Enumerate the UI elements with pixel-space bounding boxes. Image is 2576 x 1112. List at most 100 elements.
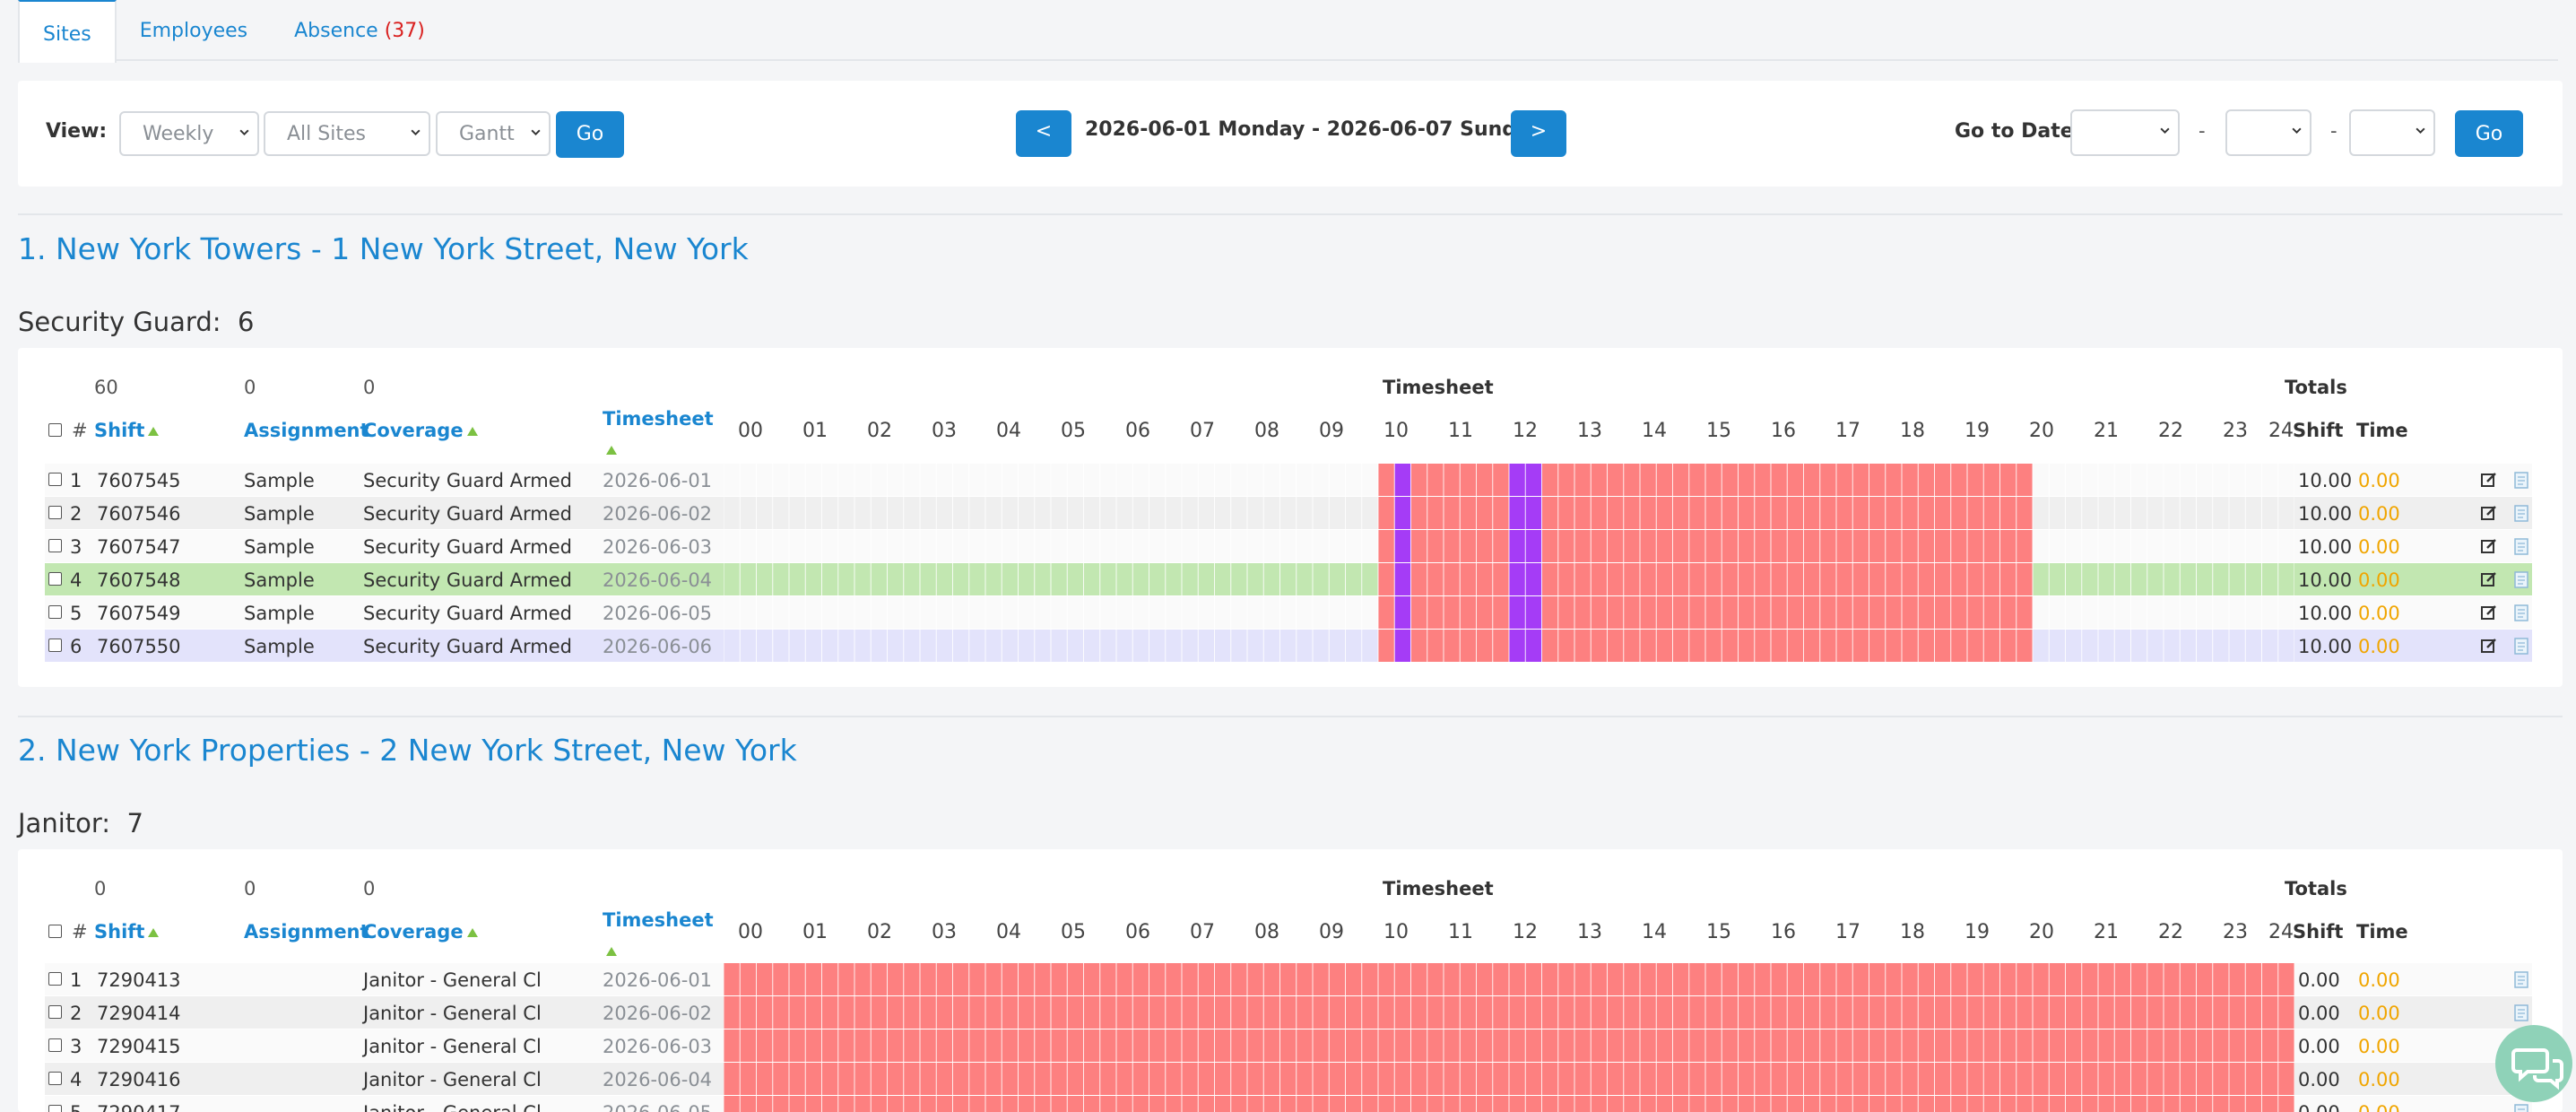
row-checkbox[interactable] — [48, 639, 62, 652]
total-time-value: 0.00 — [2358, 536, 2400, 558]
row-checkbox[interactable] — [48, 1072, 62, 1085]
arrow-up-icon[interactable] — [148, 427, 160, 436]
goto-go-button[interactable]: Go — [2455, 110, 2523, 157]
note-icon[interactable] — [2512, 570, 2530, 588]
select-all-checkbox[interactable] — [48, 925, 62, 938]
break-segment[interactable] — [1394, 530, 1411, 562]
shift-id[interactable]: 7290417 — [97, 1102, 181, 1112]
row-checkbox[interactable] — [48, 972, 62, 986]
total-time-header: Time — [2356, 420, 2408, 441]
table-row[interactable]: 6 7607550 Sample Security Guard Armed 2026-0… — [45, 630, 2532, 662]
shift-id[interactable]: 7607545 — [97, 470, 181, 491]
table-row[interactable]: 3 7607547 Sample Security Guard Armed 2026-0… — [45, 530, 2532, 562]
shift-id[interactable]: 7607549 — [97, 603, 181, 624]
chat-button[interactable] — [2495, 1025, 2572, 1102]
row-checkbox[interactable] — [48, 473, 62, 486]
prev-week-button[interactable]: < — [1016, 110, 1071, 157]
shift-sort-header[interactable]: Shift — [94, 921, 160, 943]
row-checkbox[interactable] — [48, 605, 62, 619]
table-row[interactable]: 4 7290416 Janitor - General Cl 2026-06-04 0.… — [45, 1063, 2532, 1095]
coverage-sort-header[interactable]: Coverage — [363, 420, 478, 441]
edit-icon[interactable] — [2480, 471, 2498, 489]
shift-id[interactable]: 7607547 — [97, 536, 181, 558]
table-row[interactable]: 2 7607546 Sample Security Guard Armed 2026-0… — [45, 497, 2532, 529]
shift-id[interactable]: 7290416 — [97, 1069, 181, 1090]
total-time-value: 0.00 — [2358, 503, 2400, 525]
arrow-up-icon[interactable] — [606, 947, 617, 956]
assignment-sort-header[interactable]: Assignment — [244, 921, 369, 943]
total-time-value: 0.00 — [2358, 603, 2400, 624]
shift-id[interactable]: 7607546 — [97, 503, 181, 525]
assignment-sort-header[interactable]: Assignment — [244, 420, 369, 441]
edit-icon[interactable] — [2480, 504, 2498, 522]
timesheet-date: 2026-06-06 — [603, 636, 713, 657]
note-icon[interactable] — [2512, 637, 2530, 655]
chat-icon — [2511, 1048, 2563, 1090]
shift-id[interactable]: 7607550 — [97, 636, 181, 657]
shift-id[interactable]: 7607548 — [97, 569, 181, 591]
row-checkbox[interactable] — [48, 539, 62, 552]
schedule-card: 0 0 0 Timesheet Totals # Shift Assignment Covera… — [18, 849, 2563, 1112]
note-icon[interactable] — [2512, 1103, 2530, 1112]
break-segment[interactable] — [1394, 630, 1411, 662]
table-row[interactable]: 5 7290417 Janitor - General Cl 2026-06-05 0.… — [45, 1096, 2532, 1112]
hour-label: 17 — [1835, 420, 1860, 442]
edit-icon[interactable] — [2480, 637, 2498, 655]
arrow-up-icon[interactable] — [466, 427, 478, 436]
edit-icon[interactable] — [2480, 537, 2498, 555]
note-icon[interactable] — [2512, 504, 2530, 522]
gantt-track — [724, 464, 2294, 496]
period-select[interactable]: Weekly — [119, 111, 259, 156]
row-number: 2 — [70, 1003, 82, 1024]
shift-id[interactable]: 7290413 — [97, 969, 181, 991]
note-icon[interactable] — [2512, 970, 2530, 988]
edit-icon[interactable] — [2480, 570, 2498, 588]
break-segment[interactable] — [1394, 464, 1411, 496]
break-segment[interactable] — [1394, 563, 1411, 595]
date-separator: - — [2199, 120, 2206, 142]
goto-month-select[interactable] — [2225, 109, 2311, 156]
next-week-button[interactable]: > — [1511, 110, 1566, 157]
note-icon[interactable] — [2512, 1003, 2530, 1021]
table-row[interactable]: 1 7607545 Sample Security Guard Armed 2026-0… — [45, 464, 2532, 496]
table-row[interactable]: 3 7290415 Janitor - General Cl 2026-06-03 0.… — [45, 1029, 2532, 1062]
shift-id[interactable]: 7290415 — [97, 1036, 181, 1057]
total-time-value: 0.00 — [2358, 1036, 2400, 1057]
row-checkbox[interactable] — [48, 1038, 62, 1052]
site-title[interactable]: 2. New York Properties - 2 New York Stre… — [18, 733, 797, 768]
coverage-sort-header[interactable]: Coverage — [363, 921, 478, 943]
arrow-up-icon[interactable] — [466, 928, 478, 937]
view-go-button[interactable]: Go — [556, 111, 624, 158]
break-segment[interactable] — [1394, 497, 1411, 529]
sites-select[interactable]: All Sites — [264, 111, 430, 156]
table-row[interactable]: 4 7607548 Sample Security Guard Armed 2026-0… — [45, 563, 2532, 595]
schedule-card: 60 0 0 Timesheet Totals # Shift Assignment Cover… — [18, 348, 2563, 687]
site-title[interactable]: 1. New York Towers - 1 New York Street, … — [18, 231, 749, 266]
table-row[interactable]: 5 7607549 Sample Security Guard Armed 2026-0… — [45, 596, 2532, 629]
row-number: 6 — [70, 636, 82, 657]
goto-day-select[interactable] — [2349, 109, 2435, 156]
goto-year-select[interactable] — [2070, 109, 2180, 156]
row-checkbox[interactable] — [48, 506, 62, 519]
table-row[interactable]: 2 7290414 Janitor - General Cl 2026-06-02 0.… — [45, 996, 2532, 1029]
shift-id[interactable]: 7290414 — [97, 1003, 181, 1024]
note-icon[interactable] — [2512, 604, 2530, 621]
arrow-up-icon[interactable] — [148, 928, 160, 937]
select-all-checkbox[interactable] — [48, 423, 62, 437]
tab-absence[interactable]: Absence (37) — [271, 0, 448, 61]
row-checkbox[interactable] — [48, 572, 62, 586]
timesheet-sort-header[interactable]: Timesheet — [603, 404, 714, 465]
note-icon[interactable] — [2512, 537, 2530, 555]
tab-sites[interactable]: Sites — [18, 0, 117, 63]
edit-icon[interactable] — [2480, 604, 2498, 621]
arrow-up-icon[interactable] — [606, 446, 617, 455]
mode-select[interactable]: Gantt — [436, 111, 551, 156]
timesheet-sort-header[interactable]: Timesheet — [603, 905, 714, 966]
break-segment[interactable] — [1394, 596, 1411, 629]
tab-employees[interactable]: Employees — [139, 20, 248, 42]
note-icon[interactable] — [2512, 471, 2530, 489]
shift-sort-header[interactable]: Shift — [94, 420, 160, 441]
table-row[interactable]: 1 7290413 Janitor - General Cl 2026-06-01 0.… — [45, 963, 2532, 995]
row-checkbox[interactable] — [48, 1005, 62, 1019]
row-checkbox[interactable] — [48, 1105, 62, 1112]
